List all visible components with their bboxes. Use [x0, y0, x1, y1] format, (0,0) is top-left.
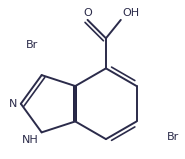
Text: OH: OH [122, 8, 139, 18]
Text: NH: NH [22, 135, 39, 145]
Text: O: O [83, 8, 92, 18]
Text: N: N [9, 99, 17, 109]
Text: Br: Br [167, 132, 179, 142]
Text: Br: Br [26, 40, 38, 50]
